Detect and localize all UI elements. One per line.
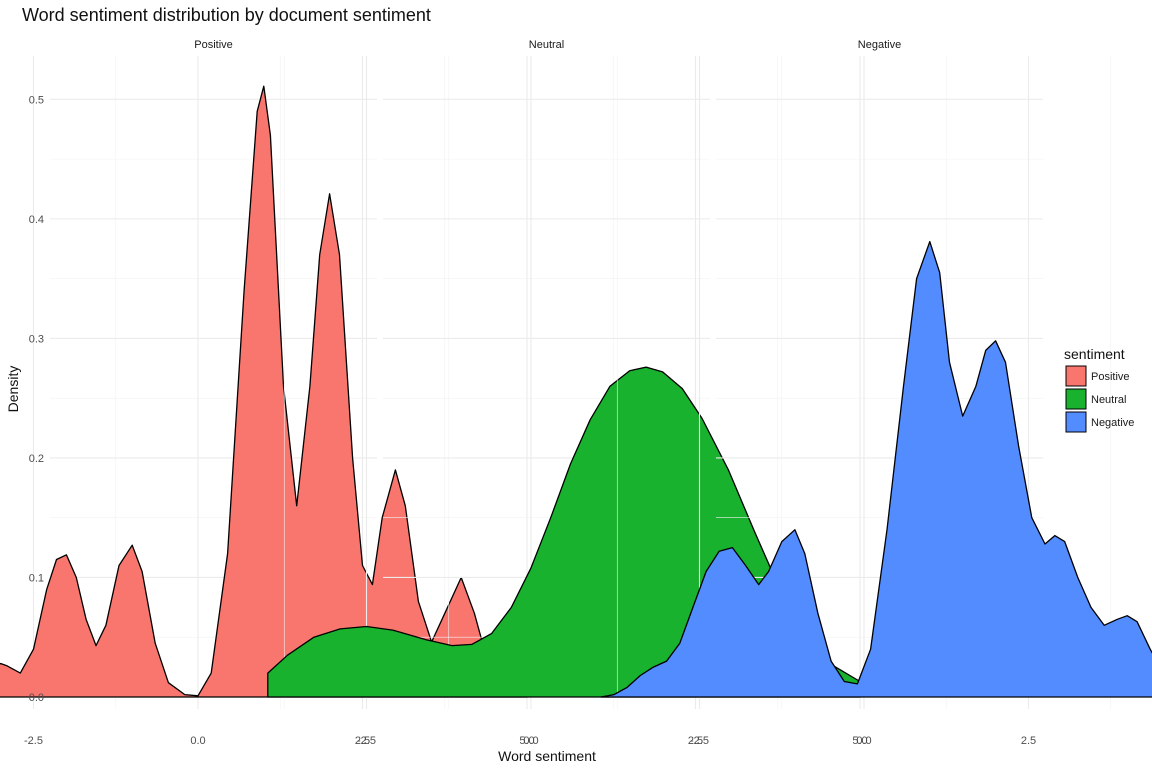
x-tick-label: 2.5 bbox=[355, 735, 370, 747]
x-tick-label: 0.0 bbox=[856, 735, 871, 747]
legend-title: sentiment bbox=[1064, 346, 1125, 362]
x-tick-label: 2.5 bbox=[1021, 735, 1036, 747]
y-tick-label: 0.0 bbox=[29, 692, 44, 704]
facet-panel-negative: Negative -2.5 0.0 2.5 5.0 bbox=[600, 39, 1152, 747]
x-tick-label: -2.5 bbox=[357, 735, 376, 747]
y-tick-label: 0.3 bbox=[29, 333, 44, 345]
facet-strip-label: Neutral bbox=[529, 39, 564, 51]
y-tick-label: 0.5 bbox=[29, 94, 44, 106]
x-tick-label: 0.0 bbox=[190, 735, 205, 747]
chart-title: Word sentiment distribution by document … bbox=[22, 5, 431, 25]
legend-key-positive bbox=[1065, 365, 1087, 387]
y-tick-label: 0.1 bbox=[29, 572, 44, 584]
legend-label: Neutral bbox=[1091, 394, 1126, 406]
y-axis-title: Density bbox=[5, 366, 21, 413]
y-tick-label: 0.4 bbox=[29, 214, 44, 226]
x-tick-label: -2.5 bbox=[690, 735, 709, 747]
legend-label: Negative bbox=[1091, 417, 1134, 429]
legend-label: Positive bbox=[1091, 371, 1130, 383]
y-tick-label: 0.2 bbox=[29, 453, 44, 465]
legend: sentiment Positive Neutral Negative bbox=[1064, 346, 1134, 433]
x-tick-label: 5.0 bbox=[852, 735, 867, 747]
facet-strip-label: Negative bbox=[858, 39, 901, 51]
facet-strip-label: Positive bbox=[194, 39, 233, 51]
facet-panels: Positive -2.5 0.0 2.5 5.0 Neutral -2.5 0.0 2.5 5.… bbox=[0, 39, 1152, 747]
x-tick-label: -2.5 bbox=[24, 735, 43, 747]
density-area-negative bbox=[600, 240, 1152, 698]
facet-panel-positive: Positive -2.5 0.0 2.5 5.0 bbox=[0, 39, 535, 747]
legend-key-negative bbox=[1065, 411, 1087, 433]
x-tick-label: 5.0 bbox=[519, 735, 534, 747]
x-tick-label: 2.5 bbox=[688, 735, 703, 747]
y-axis: 0.0 0.1 0.2 0.3 0.4 0.5 bbox=[29, 94, 44, 704]
x-tick-label: 0.0 bbox=[523, 735, 538, 747]
legend-key-neutral bbox=[1065, 388, 1087, 410]
density-area-positive bbox=[0, 85, 528, 698]
x-axis-title: Word sentiment bbox=[498, 748, 596, 764]
